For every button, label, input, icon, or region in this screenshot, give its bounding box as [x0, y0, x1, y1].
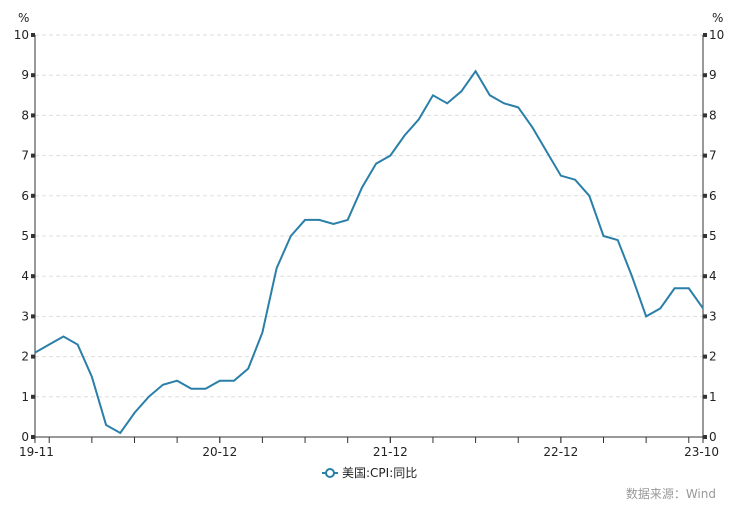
y-tick-left	[31, 234, 35, 238]
left-y-unit: %	[18, 11, 29, 25]
y-tick-left	[31, 314, 35, 319]
series-line	[34, 69, 704, 435]
y-tick-right	[703, 153, 707, 158]
y-tick-label-right: 0	[709, 430, 717, 444]
y-tick-label-left: 6	[21, 189, 29, 203]
y-tick-right	[703, 314, 707, 319]
y-tick-right	[703, 435, 707, 439]
y-tick-label-left: 3	[21, 309, 29, 323]
data-points	[34, 71, 704, 433]
y-tick-left	[31, 394, 35, 399]
y-tick-label-right: 4	[709, 269, 717, 283]
y-tick-label-left: 7	[21, 149, 29, 163]
y-tick-right	[703, 274, 707, 279]
y-tick-label-left: 2	[21, 350, 29, 364]
y-tick-left	[31, 435, 35, 439]
y-tick-label-right: 5	[709, 229, 717, 243]
y-tick-right	[703, 394, 707, 399]
y-tick-label-right: 6	[709, 189, 717, 203]
x-tick-label: 21-12	[373, 445, 408, 459]
x-tick-label: 19-11	[19, 445, 54, 459]
y-tick-left	[31, 193, 35, 198]
y-tick-label-right: 8	[709, 108, 717, 122]
y-tick-label-left: 4	[21, 269, 29, 283]
legend: 美国:CPI:同比	[322, 466, 417, 480]
y-tick-label-right: 9	[709, 68, 717, 82]
y-tick-label-right: 3	[709, 309, 717, 323]
y-tick-label-left: 10	[14, 28, 29, 42]
y-tick-right	[703, 113, 707, 118]
y-tick-right	[703, 354, 707, 359]
y-tick-label-left: 1	[21, 390, 29, 404]
x-tick-label: 20-12	[202, 445, 237, 459]
y-tick-label-left: 8	[21, 108, 29, 122]
x-tick-label: 23-10	[684, 445, 719, 459]
right-y-unit: %	[712, 11, 723, 25]
y-tick-left	[31, 113, 35, 118]
y-tick-right	[703, 33, 707, 37]
y-tick-right	[703, 193, 707, 198]
y-tick-left	[31, 73, 35, 78]
y-tick-left	[31, 274, 35, 279]
y-tick-right	[703, 73, 707, 78]
y-tick-label-left: 0	[21, 430, 29, 444]
y-tick-label-right: 10	[709, 28, 724, 42]
y-tick-label-left: 9	[21, 68, 29, 82]
y-tick-right	[703, 234, 707, 238]
x-tick-label: 22-12	[543, 445, 578, 459]
legend-label: 美国:CPI:同比	[342, 466, 417, 480]
y-tick-label-right: 7	[709, 149, 717, 163]
y-tick-label-right: 2	[709, 350, 717, 364]
y-tick-label-right: 1	[709, 390, 717, 404]
y-tick-left	[31, 354, 35, 359]
y-tick-label-left: 5	[21, 229, 29, 243]
y-tick-left	[31, 153, 35, 158]
legend-marker-icon	[325, 468, 335, 478]
y-tick-left	[31, 33, 35, 37]
source-note: 数据来源：Wind	[626, 486, 716, 501]
